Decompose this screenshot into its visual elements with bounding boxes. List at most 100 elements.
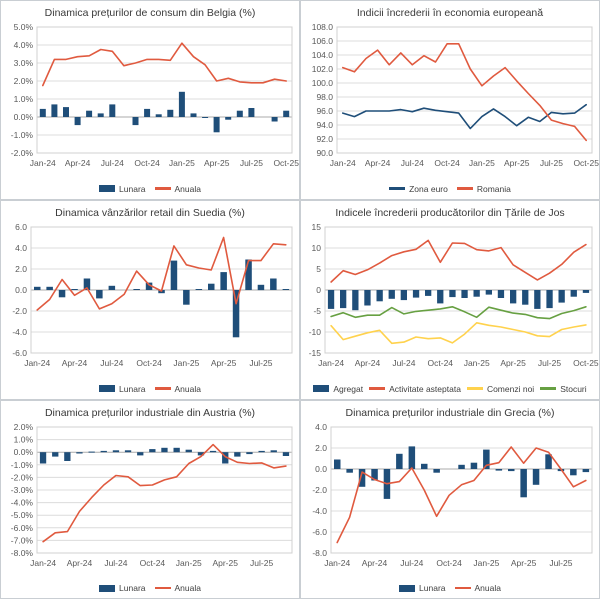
svg-text:Apr-24: Apr-24 [355,358,381,368]
svg-text:Jan-24: Jan-24 [330,158,356,168]
bar-series-lunara [39,447,290,464]
legend-item-romania: Romania [456,184,511,194]
legend-swatch-bar [399,584,416,592]
legend-item-activitate-asteptata: Activitate asteptata [369,384,461,394]
legend-swatch-bar [99,385,116,392]
legend-swatch-line [466,387,483,390]
legend-swatch-bar [313,385,330,392]
x-axis-labels: Jan-24 Apr-24 Jul-24 Oct-24 Jan-25 Apr-25 Jul-… [24,358,273,368]
legend-swatch-line [154,187,171,190]
svg-text:Jul-25: Jul-25 [249,358,272,368]
svg-text:3.0%: 3.0% [14,58,34,68]
svg-text:98.0: 98.0 [316,92,333,102]
svg-text:Apr-25: Apr-25 [204,158,230,168]
svg-text:-5.0%: -5.0% [11,510,34,520]
chart-title-sweden-retail: Dinamica vânzărilor retail din Suedia (%… [55,207,245,219]
svg-text:Jan-25: Jan-25 [176,558,202,568]
svg-text:Jan-24: Jan-24 [318,358,344,368]
x-axis-labels: Jan-24 Apr-24 Jul-24 Oct-24 Jan-25 Apr-25 Jul-… [30,558,273,568]
chart-plot-belgium-cpi: -2.0% -1.0% 0.0% 1.0% 2.0% 3.0% 4.0% 5.0% Jan-24… [1,22,299,178]
legend-label: Lunara [119,583,146,593]
svg-text:-2.0%: -2.0% [11,148,34,158]
svg-text:Jan-25: Jan-25 [473,558,499,568]
svg-text:-1.0%: -1.0% [11,130,34,140]
svg-text:2.0: 2.0 [15,264,27,274]
line-series-comenzi-noi [330,322,587,345]
legend-item-lunara: Lunara [99,183,146,194]
svg-text:Jul-25: Jul-25 [540,158,563,168]
line-series-anuala [42,443,287,543]
svg-text:Apr-24: Apr-24 [365,158,391,168]
legend-label: Lunara [119,183,146,194]
legend-swatch-line [389,187,406,190]
y-gridlines-and-labels: 90.0 92.0 94.0 96.0 98.0 100.0 102.0 104.0 106.0… [312,22,592,158]
svg-text:Apr-25: Apr-25 [211,358,237,368]
svg-text:Apr-24: Apr-24 [62,358,88,368]
legend-swatch-bar [99,185,116,192]
chart-plot-sweden-retail: -6.0 -4.0 -2.0 0.0 2.0 4.0 6.0 Jan-24 Apr-24 Jul-… [1,222,299,378]
legend-swatch-line [540,387,557,390]
chart-plot-netherlands-producers: -15 -10 -5 0 5 10 15 Jan-24 Apr-24 Jul-24 Oct-24 Ja… [301,222,599,378]
svg-text:Apr-24: Apr-24 [362,558,388,568]
svg-text:1.0%: 1.0% [14,94,34,104]
svg-text:Jul-25: Jul-25 [549,558,572,568]
svg-text:Apr-24: Apr-24 [67,558,93,568]
chart-panel-greece-ppi: Dinamica prețurilor industriale din Grec… [300,400,600,599]
legend-label: Anuala [474,583,501,593]
x-axis-labels: Jan-24 Apr-24 Jul-24 Oct-24 Jan-25 Apr-25 Jul-… [318,358,599,368]
legend-item-anuala: Anuala [454,583,501,593]
svg-text:2.0: 2.0 [315,443,327,453]
line-series-activitate-asteptata [330,239,587,283]
svg-text:Jan-25: Jan-25 [469,158,495,168]
svg-text:1.0%: 1.0% [14,435,34,445]
svg-text:Apr-25: Apr-25 [500,358,526,368]
svg-text:92.0: 92.0 [316,134,333,144]
line-series-anuala [36,236,287,311]
chart-title-belgium-cpi: Dinamica prețurilor de consum din Belgia… [44,7,256,19]
line-series-anuala [41,42,288,87]
line-series-stocuri [330,306,587,320]
svg-text:-15: -15 [309,348,322,358]
svg-text:5.0%: 5.0% [14,22,34,32]
chart-title-austria-ppi: Dinamica prețurilor industriale din Aust… [44,407,256,419]
svg-text:Jan-24: Jan-24 [324,558,350,568]
svg-text:4.0: 4.0 [15,243,27,253]
line-series-anuala [336,446,587,544]
legend-item-lunara: Lunara [99,384,146,394]
svg-text:Jul-25: Jul-25 [240,158,263,168]
legend-item-anuala: Anuala [154,583,201,593]
svg-text:-4.0%: -4.0% [11,498,34,508]
legend-swatch-line [154,586,171,590]
svg-text:Jul-24: Jul-24 [100,358,123,368]
legend-label: Anuala [174,583,201,593]
svg-text:-4.0: -4.0 [12,327,27,337]
legend-swatch-line [456,187,473,190]
y-gridlines-and-labels: -8.0 -6.0 -4.0 -2.0 0.0 2.0 4.0 [312,422,592,558]
svg-text:Jul-25: Jul-25 [250,558,273,568]
plot-border [36,426,293,554]
line-series-romania [341,42,588,142]
svg-text:5: 5 [316,264,321,274]
legend-label: Anuala [174,383,201,394]
svg-text:Oct-24: Oct-24 [436,558,462,568]
plot-border [30,226,293,354]
svg-text:0.0%: 0.0% [14,447,34,457]
plot-border [36,26,293,154]
plot-border [336,26,593,154]
chart-legend-esi-europe: Zona euro Romania [301,178,599,199]
svg-text:0.0: 0.0 [15,285,27,295]
svg-text:-4.0: -4.0 [312,506,327,516]
chart-panel-austria-ppi: Dinamica prețurilor industriale din Aust… [0,400,300,599]
chart-panel-esi-europe: Indicii încrederii în economia europeană… [300,0,600,200]
svg-text:Apr-25: Apr-25 [504,158,530,168]
svg-text:-3.0%: -3.0% [11,485,34,495]
svg-text:Jan-24: Jan-24 [24,358,50,368]
legend-item-stocuri: Stocuri [540,384,587,394]
chart-legend-austria-ppi: Lunara Anuala [1,578,299,598]
svg-text:-10: -10 [309,327,322,337]
legend-swatch-line [454,586,471,590]
svg-text:Oct-24: Oct-24 [428,358,454,368]
svg-text:4.0: 4.0 [315,422,327,432]
chart-plot-esi-europe: 90.0 92.0 94.0 96.0 98.0 100.0 102.0 104.0 106.0… [301,22,599,178]
svg-text:Jul-24: Jul-24 [401,158,424,168]
